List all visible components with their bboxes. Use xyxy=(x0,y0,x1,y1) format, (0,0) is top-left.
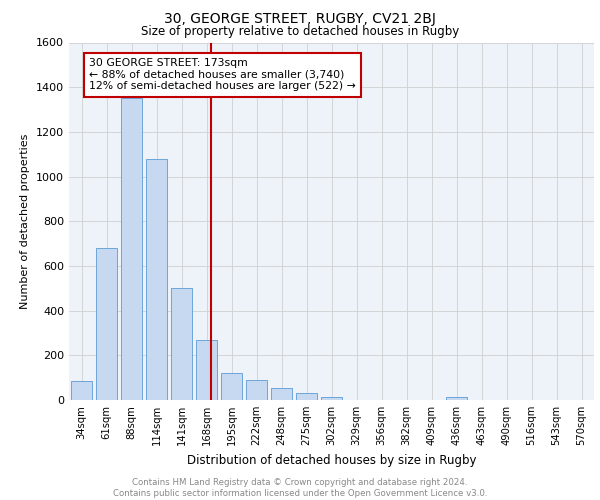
Bar xyxy=(296,394,317,400)
Bar xyxy=(71,381,92,400)
Bar xyxy=(271,388,292,400)
Y-axis label: Number of detached properties: Number of detached properties xyxy=(20,134,31,309)
Text: Size of property relative to detached houses in Rugby: Size of property relative to detached ho… xyxy=(141,25,459,38)
X-axis label: Distribution of detached houses by size in Rugby: Distribution of detached houses by size … xyxy=(187,454,476,466)
Text: Contains HM Land Registry data © Crown copyright and database right 2024.
Contai: Contains HM Land Registry data © Crown c… xyxy=(113,478,487,498)
Bar xyxy=(96,248,117,400)
Bar xyxy=(171,288,192,400)
Bar xyxy=(146,158,167,400)
Bar xyxy=(446,396,467,400)
Bar xyxy=(321,396,342,400)
Bar xyxy=(121,98,142,400)
Bar xyxy=(196,340,217,400)
Bar xyxy=(246,380,267,400)
Bar xyxy=(221,373,242,400)
Text: 30 GEORGE STREET: 173sqm
← 88% of detached houses are smaller (3,740)
12% of sem: 30 GEORGE STREET: 173sqm ← 88% of detach… xyxy=(89,58,356,92)
Text: 30, GEORGE STREET, RUGBY, CV21 2BJ: 30, GEORGE STREET, RUGBY, CV21 2BJ xyxy=(164,12,436,26)
